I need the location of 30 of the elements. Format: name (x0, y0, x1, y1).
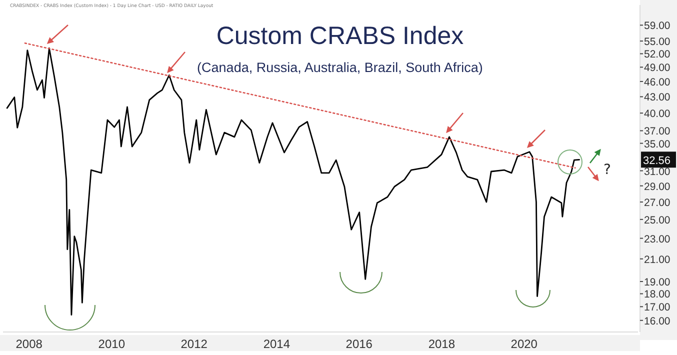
text: 32.56 (643, 155, 671, 168)
x-tick-label: 2016 (346, 337, 373, 351)
y-tick-label: 19.00 (644, 276, 670, 289)
y-tick-label: 35.00 (644, 138, 670, 150)
x-tick-label: 2008 (16, 337, 43, 351)
x-tick-label: 2012 (180, 337, 208, 351)
y-tick-label: 23.00 (644, 233, 670, 246)
y-tick-label: 55.00 (644, 36, 670, 48)
y-tick-label: 27.00 (644, 197, 670, 210)
y-tick-label: 31.00 (644, 166, 670, 178)
x-tick-label: 2014 (263, 337, 290, 351)
y-tick-label: 25.00 (644, 214, 670, 226)
y-tick-label: 52.00 (644, 48, 670, 61)
annotation: ? (603, 162, 611, 178)
y-tick-label: 21.00 (644, 254, 670, 266)
x-tick-label: 2020 (510, 337, 538, 351)
y-tick-label: 40.00 (644, 108, 670, 120)
y-tick-label: 17.00 (644, 302, 670, 314)
y-tick-label: 18.00 (644, 288, 670, 301)
y-tick-label: 37.00 (644, 126, 670, 138)
y-tick-label: 59.00 (644, 20, 670, 32)
y-tick-label: 29.00 (644, 180, 670, 193)
y-tick-label: 49.00 (644, 62, 670, 74)
y-tick-label: 46.00 (644, 76, 670, 88)
text: Custom CRABS Index (216, 22, 464, 50)
x-tick-label: 2018 (428, 337, 456, 351)
y-tick-label: 43.00 (644, 92, 670, 104)
x-tick-label: 2010 (98, 337, 126, 351)
y-tick-label: 16.00 (644, 315, 670, 328)
text: (Canada, Russia, Australia, Brazil, South Africa) (197, 60, 483, 75)
